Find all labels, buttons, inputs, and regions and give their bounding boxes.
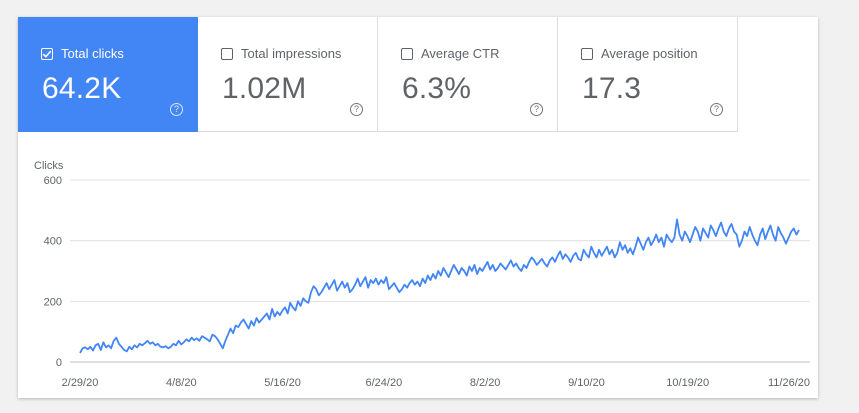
metric-average-position[interactable]: Average position 17.3 ? — [558, 17, 738, 132]
x-tick-label: 9/10/20 — [568, 377, 605, 389]
checkbox-unchecked-icon[interactable] — [581, 47, 593, 60]
x-tick-label: 2/29/20 — [62, 377, 99, 389]
metric-value: 64.2K — [42, 72, 122, 105]
metric-total-impressions[interactable]: Total impressions 1.02M ? — [198, 17, 378, 132]
checkbox-checked-icon[interactable] — [41, 47, 53, 60]
question-circle-icon[interactable]: ? — [710, 103, 723, 116]
metric-label: Total impressions — [241, 46, 342, 61]
y-tick-label: 400 — [44, 236, 62, 248]
metric-label: Total clicks — [61, 46, 124, 61]
x-tick-label: 6/24/20 — [366, 377, 403, 389]
metric-total-clicks[interactable]: Total clicks 64.2K ? — [18, 17, 198, 132]
question-circle-icon[interactable]: ? — [530, 103, 543, 116]
metric-value: 17.3 — [582, 72, 642, 105]
metric-tabs: Total clicks 64.2K ? Total impressions 1… — [18, 17, 738, 132]
question-circle-icon[interactable]: ? — [350, 103, 363, 116]
y-tick-label: 600 — [44, 175, 62, 187]
x-tick-label: 8/2/20 — [470, 377, 501, 389]
y-axis-label: Clicks — [34, 160, 64, 172]
y-tick-label: 200 — [44, 296, 62, 308]
question-circle-icon[interactable]: ? — [170, 103, 183, 116]
y-tick-label: 0 — [56, 357, 62, 369]
metric-label: Average position — [601, 46, 698, 61]
performance-card: Total clicks 64.2K ? Total impressions 1… — [18, 17, 818, 398]
metric-value: 6.3% — [402, 72, 472, 105]
checkbox-unchecked-icon[interactable] — [221, 47, 233, 60]
metric-label: Average CTR — [421, 46, 500, 61]
clicks-series-line — [79, 218, 800, 354]
metric-average-ctr[interactable]: Average CTR 6.3% ? — [378, 17, 558, 132]
x-tick-label: 4/8/20 — [166, 377, 197, 389]
x-tick-label: 11/26/20 — [768, 377, 810, 389]
clicks-line-chart[interactable]: Clicks 0 200 400 600 2/29/20 4/8/20 5/16/20 6/24… — [18, 147, 818, 398]
x-tick-label: 10/19/20 — [666, 377, 709, 389]
metric-value: 1.02M — [222, 72, 307, 105]
x-tick-label: 5/16/20 — [264, 377, 301, 389]
checkbox-unchecked-icon[interactable] — [401, 47, 413, 60]
